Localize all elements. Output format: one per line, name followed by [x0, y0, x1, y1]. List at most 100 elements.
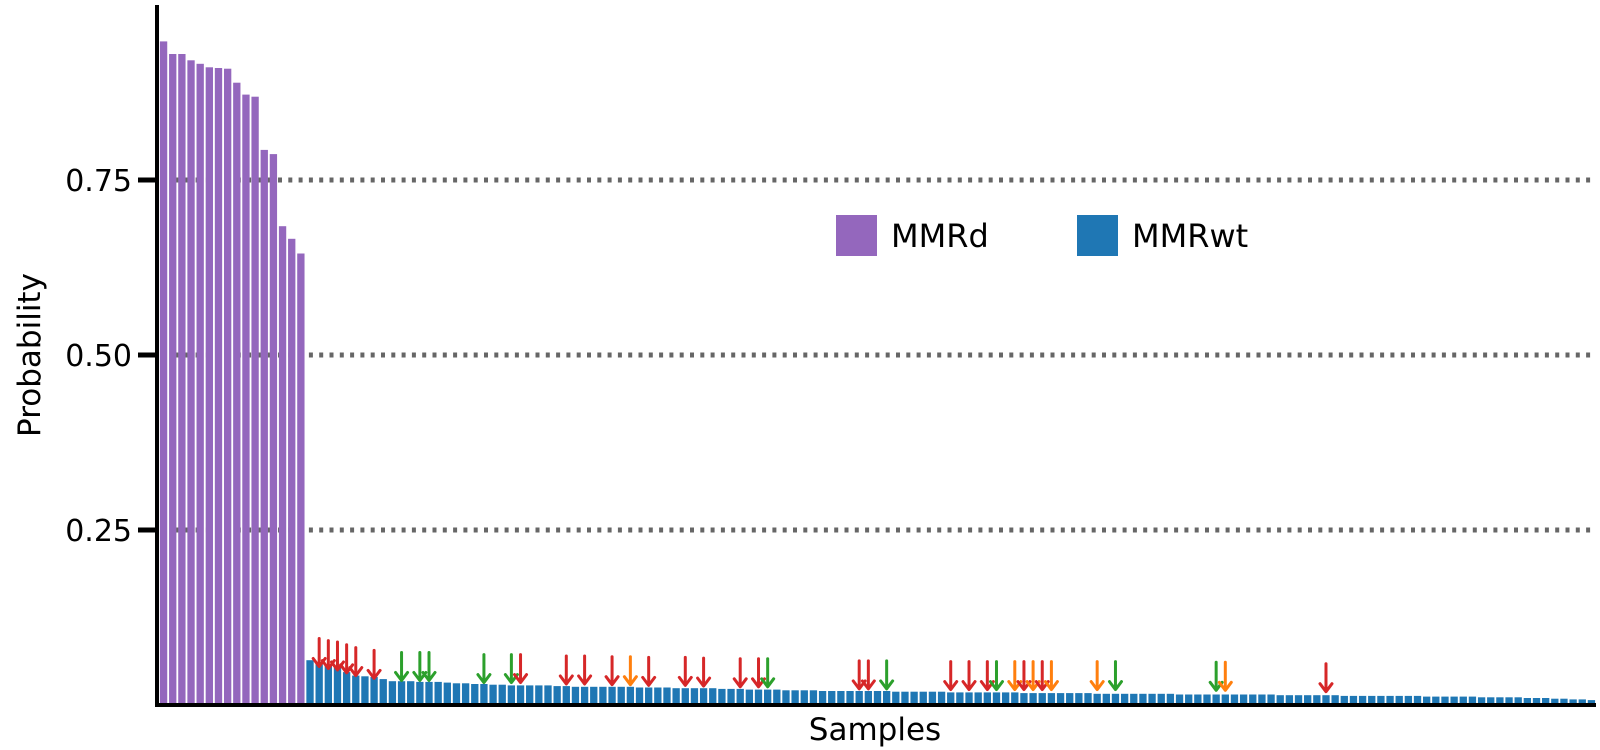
- bar-mmrwt-78: [873, 691, 882, 705]
- bar-mmrwt-72: [818, 691, 827, 705]
- bar-mmrwt-75: [846, 691, 854, 705]
- bar-mmrwt-119: [1249, 694, 1257, 705]
- bar-mmrwt-24: [379, 679, 387, 705]
- sample-marker-arrow-26: [961, 660, 977, 692]
- sample-marker-arrow-15: [622, 655, 638, 687]
- bar-mmrwt-141: [1450, 696, 1458, 705]
- bar-mmrwt-38: [507, 685, 516, 705]
- sample-marker-arrow-16: [641, 655, 657, 687]
- bar-mmrwt-122: [1276, 695, 1284, 705]
- bar-mmrwt-23: [370, 677, 378, 705]
- bar-mmrwt-147: [1505, 697, 1513, 705]
- bar-mmrwt-34: [471, 684, 479, 705]
- bar-mmrd-9: [242, 94, 250, 706]
- bar-mmrwt-121: [1267, 694, 1275, 705]
- bar-mmrwt-154: [1569, 699, 1577, 705]
- bar-mmrwt-43: [553, 686, 561, 705]
- sample-marker-arrow-24: [879, 659, 895, 691]
- bar-mmrd-6: [214, 68, 223, 705]
- sample-marker-arrow-18: [696, 656, 712, 688]
- bar-mmrwt-44: [562, 686, 570, 705]
- sample-marker-arrow-37: [1217, 660, 1233, 692]
- bar-mmrwt-74: [837, 691, 845, 705]
- x-axis-title: Samples: [809, 712, 941, 748]
- bar-mmrwt-155: [1578, 699, 1586, 705]
- bar-mmrwt-73: [828, 691, 836, 705]
- bar-mmrwt-33: [461, 683, 470, 705]
- sample-markers: [311, 637, 1334, 694]
- bar-mmrwt-144: [1477, 697, 1486, 705]
- bar-mmrwt-59: [699, 688, 708, 705]
- bar-mmrd-4: [196, 63, 204, 706]
- bar-mmrwt-26: [397, 681, 406, 705]
- bar-mmrwt-63: [736, 688, 744, 705]
- bar-mmrwt-62: [727, 688, 735, 705]
- bar-mmrwt-54: [654, 687, 662, 705]
- bar-mmrwt-99: [1066, 693, 1074, 705]
- bar-mmrwt-120: [1258, 694, 1266, 705]
- bar-mmrwt-19: [333, 666, 342, 705]
- bar-mmrwt-152: [1551, 698, 1559, 705]
- y-tick-label-2: 0.75: [65, 164, 132, 199]
- bar-mmrwt-65: [754, 689, 763, 705]
- sample-marker-arrow-19: [732, 657, 748, 689]
- bar-mmrwt-137: [1413, 695, 1422, 705]
- bar-mmrwt-30: [434, 681, 442, 705]
- bar-mmrwt-97: [1047, 693, 1056, 705]
- bar-mmrwt-94: [1020, 693, 1028, 705]
- bar-mmrwt-53: [645, 687, 653, 705]
- bar-mmrwt-35: [480, 684, 488, 705]
- bar-mmrwt-109: [1157, 693, 1165, 705]
- bar-mmrd-14: [288, 238, 296, 706]
- bar-mmrwt-111: [1175, 694, 1184, 705]
- bar-mmrd-0: [159, 41, 168, 705]
- bar-mmrwt-130: [1349, 695, 1358, 705]
- bar-mmrwt-17: [315, 662, 323, 705]
- bar-mmrwt-148: [1514, 697, 1522, 705]
- bar-mmrwt-46: [580, 686, 589, 705]
- bar-mmrwt-133: [1377, 695, 1385, 705]
- bar-mmrwt-90: [983, 692, 991, 705]
- bar-mmrwt-95: [1029, 693, 1037, 705]
- bar-mmrwt-128: [1331, 695, 1339, 705]
- bar-mmrwt-85: [937, 691, 946, 705]
- bar-mmrwt-145: [1487, 697, 1495, 705]
- bar-mmrwt-126: [1313, 695, 1321, 705]
- sample-marker-arrow-34: [1089, 660, 1105, 692]
- bar-mmrwt-135: [1395, 695, 1403, 705]
- bar-mmrwt-107: [1139, 693, 1147, 705]
- bar-mmrwt-101: [1084, 693, 1092, 705]
- bar-mmrwt-41: [535, 685, 543, 705]
- bar-mmrwt-29: [425, 681, 433, 705]
- bar-mmrwt-114: [1203, 694, 1211, 705]
- bar-mmrwt-55: [663, 687, 671, 705]
- legend-swatch-mmrd: [836, 215, 877, 256]
- sample-marker-arrow-8: [421, 651, 437, 682]
- sample-marker-arrow-11: [513, 653, 529, 685]
- bar-mmrwt-45: [571, 686, 580, 705]
- bar-mmrwt-118: [1239, 694, 1248, 705]
- bar-mmrwt-36: [489, 684, 497, 705]
- bar-mmrwt-136: [1404, 695, 1413, 705]
- bar-mmrwt-37: [498, 684, 506, 705]
- bar-mmrwt-103: [1102, 693, 1110, 705]
- bar-mmrwt-81: [901, 691, 909, 705]
- bar-mmrwt-31: [443, 682, 451, 705]
- bar-mmrwt-20: [342, 672, 351, 705]
- bar-mmrd-11: [260, 149, 268, 705]
- bar-mmrwt-131: [1358, 695, 1367, 705]
- bar-mmrwt-108: [1148, 693, 1156, 705]
- bar-mmrwt-112: [1185, 694, 1193, 705]
- sample-marker-arrow-9: [476, 653, 492, 685]
- sample-marker-arrow-33: [1043, 660, 1059, 692]
- bar-mmrwt-71: [809, 690, 818, 705]
- bar-mmrd-15: [297, 253, 305, 705]
- bar-mmrwt-149: [1523, 698, 1532, 705]
- bar-mmrwt-86: [947, 692, 955, 705]
- bar-mmrd-1: [169, 54, 177, 705]
- bar-mmrwt-129: [1340, 695, 1348, 705]
- sample-marker-arrow-4: [348, 646, 364, 678]
- bar-mmrwt-27: [407, 681, 415, 705]
- bar-mmrwt-67: [773, 689, 781, 705]
